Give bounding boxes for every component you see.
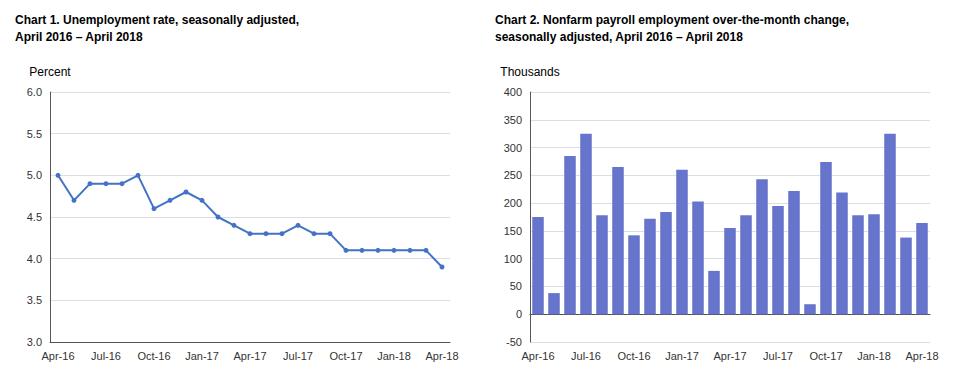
svg-text:3.0: 3.0	[27, 336, 42, 348]
svg-text:4.5: 4.5	[27, 211, 42, 223]
svg-text:Apr-18: Apr-18	[905, 350, 938, 362]
svg-text:400: 400	[504, 86, 522, 98]
svg-text:250: 250	[504, 169, 522, 181]
svg-text:Jan-17: Jan-17	[665, 350, 699, 362]
svg-text:Apr-17: Apr-17	[713, 350, 746, 362]
svg-text:Jan-17: Jan-17	[185, 350, 219, 362]
svg-text:Jul-16: Jul-16	[571, 350, 601, 362]
svg-text:4.0: 4.0	[27, 253, 42, 265]
svg-text:Oct-17: Oct-17	[809, 350, 842, 362]
svg-text:April 2016 – April 2018: April 2016 – April 2018	[15, 30, 143, 44]
svg-text:350: 350	[504, 114, 522, 126]
svg-text:5.5: 5.5	[27, 128, 42, 140]
svg-text:Oct-17: Oct-17	[329, 350, 362, 362]
svg-text:Chart 1. Unemployment rate, se: Chart 1. Unemployment rate, seasonally a…	[15, 13, 299, 27]
svg-text:seasonally adjusted, April 201: seasonally adjusted, April 2016 – April …	[495, 30, 743, 44]
svg-text:Apr-18: Apr-18	[425, 350, 458, 362]
svg-text:3.5: 3.5	[27, 294, 42, 306]
svg-text:Apr-16: Apr-16	[41, 350, 74, 362]
svg-text:300: 300	[504, 142, 522, 154]
svg-text:Oct-16: Oct-16	[617, 350, 650, 362]
svg-text:5.0: 5.0	[27, 169, 42, 181]
svg-text:Chart 2. Nonfarm payroll emplo: Chart 2. Nonfarm payroll employment over…	[495, 13, 849, 27]
svg-text:200: 200	[504, 197, 522, 209]
svg-text:100: 100	[504, 253, 522, 265]
svg-text:Jan-18: Jan-18	[857, 350, 891, 362]
svg-text:0: 0	[516, 308, 522, 320]
svg-text:Oct-16: Oct-16	[137, 350, 170, 362]
svg-text:Jul-16: Jul-16	[91, 350, 121, 362]
svg-text:Percent: Percent	[29, 65, 71, 79]
svg-text:50: 50	[510, 280, 522, 292]
svg-text:150: 150	[504, 225, 522, 237]
svg-text:Jan-18: Jan-18	[377, 350, 411, 362]
svg-text:6.0: 6.0	[27, 86, 42, 98]
svg-text:Jul-17: Jul-17	[763, 350, 793, 362]
svg-text:Thousands: Thousands	[500, 65, 559, 79]
svg-text:-50: -50	[506, 336, 522, 348]
svg-text:Apr-16: Apr-16	[521, 350, 554, 362]
svg-text:Apr-17: Apr-17	[233, 350, 266, 362]
svg-text:Jul-17: Jul-17	[283, 350, 313, 362]
